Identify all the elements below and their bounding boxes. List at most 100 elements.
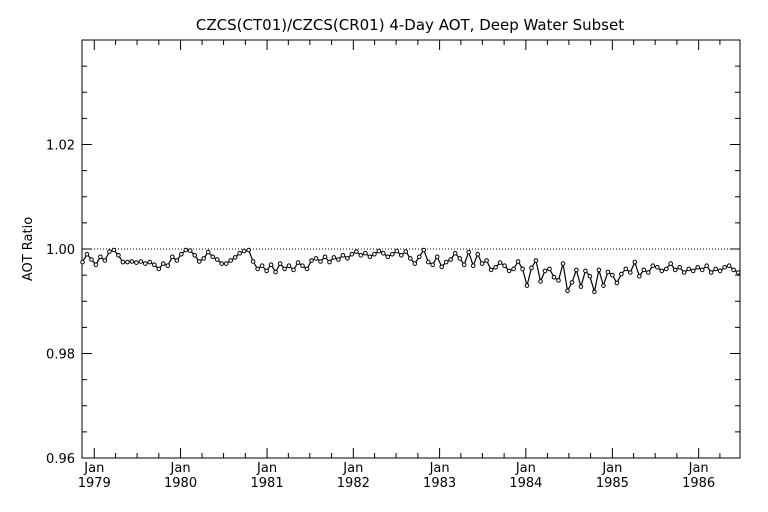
data-point: [125, 259, 130, 265]
data-point: [569, 280, 575, 285]
data-point: [179, 251, 184, 257]
data-point: [223, 261, 229, 266]
data-point: [681, 270, 687, 275]
data-point: [129, 259, 135, 264]
data-point: [434, 254, 440, 260]
data-point: [731, 267, 736, 273]
data-point: [479, 261, 485, 266]
data-point: [655, 265, 660, 270]
data-point: [354, 249, 359, 254]
data-point: [457, 256, 463, 261]
data-point: [318, 259, 323, 264]
data-point: [134, 260, 139, 265]
data-point: [542, 268, 548, 274]
data-point: [390, 251, 395, 257]
y-tick-labels: 0.96 0.98 1.00 1.02: [46, 139, 75, 468]
data-point: [596, 267, 602, 273]
data-point: [385, 254, 391, 260]
data-point: [183, 247, 189, 253]
data-point: [466, 249, 472, 255]
data-point: [470, 263, 476, 269]
data-point: [84, 251, 90, 257]
data-point: [367, 254, 373, 260]
data-point: [646, 270, 651, 275]
data-point: [187, 248, 193, 253]
data-point: [282, 266, 287, 272]
data-point: [668, 261, 674, 266]
x-tick-month-label: Jan: [429, 461, 450, 476]
data-point: [506, 268, 512, 274]
data-point: [574, 267, 579, 273]
series-group: [80, 247, 741, 295]
x-tick-year-label: 1980: [164, 476, 197, 491]
data-point: [461, 262, 467, 268]
data-point: [601, 283, 606, 288]
data-point: [502, 263, 507, 269]
x-tick-year-label: 1986: [682, 476, 715, 491]
data-point: [713, 266, 719, 272]
data-point: [358, 253, 364, 258]
data-point: [363, 250, 368, 256]
data-point: [735, 270, 741, 275]
data-point: [219, 261, 224, 266]
data-point: [704, 263, 710, 269]
data-point: [533, 258, 539, 263]
x-tick-month-label: Jan: [515, 461, 536, 476]
data-point: [695, 265, 701, 270]
data-point: [547, 266, 552, 272]
data-point: [717, 268, 723, 274]
data-point: [111, 247, 117, 253]
data-point: [143, 261, 148, 266]
data-point: [214, 257, 220, 262]
data-point: [376, 248, 382, 254]
data-point: [349, 251, 355, 257]
data-point: [619, 271, 624, 277]
data-point: [228, 258, 233, 263]
data-point: [426, 259, 431, 265]
data-point: [412, 261, 418, 266]
data-point: [448, 257, 454, 262]
data-point: [560, 261, 566, 266]
x-tick-year-label: 1982: [337, 476, 370, 491]
data-point: [708, 270, 714, 275]
data-point: [295, 260, 301, 265]
x-tick-year-label: 1984: [509, 476, 542, 491]
data-point: [515, 259, 521, 264]
axis-ticks: [82, 39, 740, 459]
data-point: [538, 279, 543, 284]
data-point: [286, 263, 292, 269]
data-point: [120, 259, 126, 265]
data-point: [686, 266, 692, 272]
x-tick-month-label: Jan: [256, 461, 277, 476]
data-point: [677, 265, 683, 270]
data-point: [268, 262, 274, 268]
y-tick-label: 0.96: [46, 452, 75, 467]
data-point: [336, 257, 341, 262]
data-point: [80, 259, 85, 265]
data-point: [399, 253, 404, 258]
data-point: [637, 273, 642, 279]
y-tick-label: 0.98: [46, 348, 75, 363]
data-point: [107, 249, 112, 254]
x-tick-month-label: Jan: [170, 461, 191, 476]
data-point: [322, 254, 328, 260]
data-point: [493, 265, 498, 270]
data-point: [93, 262, 99, 268]
data-point: [259, 263, 265, 269]
data-point: [255, 266, 260, 272]
plot-frame: [81, 39, 741, 459]
data-point: [664, 266, 669, 272]
data-point: [102, 258, 108, 263]
data-point: [587, 273, 593, 279]
data-point: [529, 265, 534, 271]
x-tick-month-label: Jan: [688, 461, 709, 476]
data-point: [484, 258, 489, 263]
data-point: [237, 250, 242, 256]
data-point: [565, 288, 570, 294]
data-point: [452, 250, 458, 256]
data-point: [152, 262, 157, 268]
data-point: [488, 267, 494, 273]
y-tick-label: 1.00: [46, 243, 75, 258]
data-point: [264, 268, 269, 274]
